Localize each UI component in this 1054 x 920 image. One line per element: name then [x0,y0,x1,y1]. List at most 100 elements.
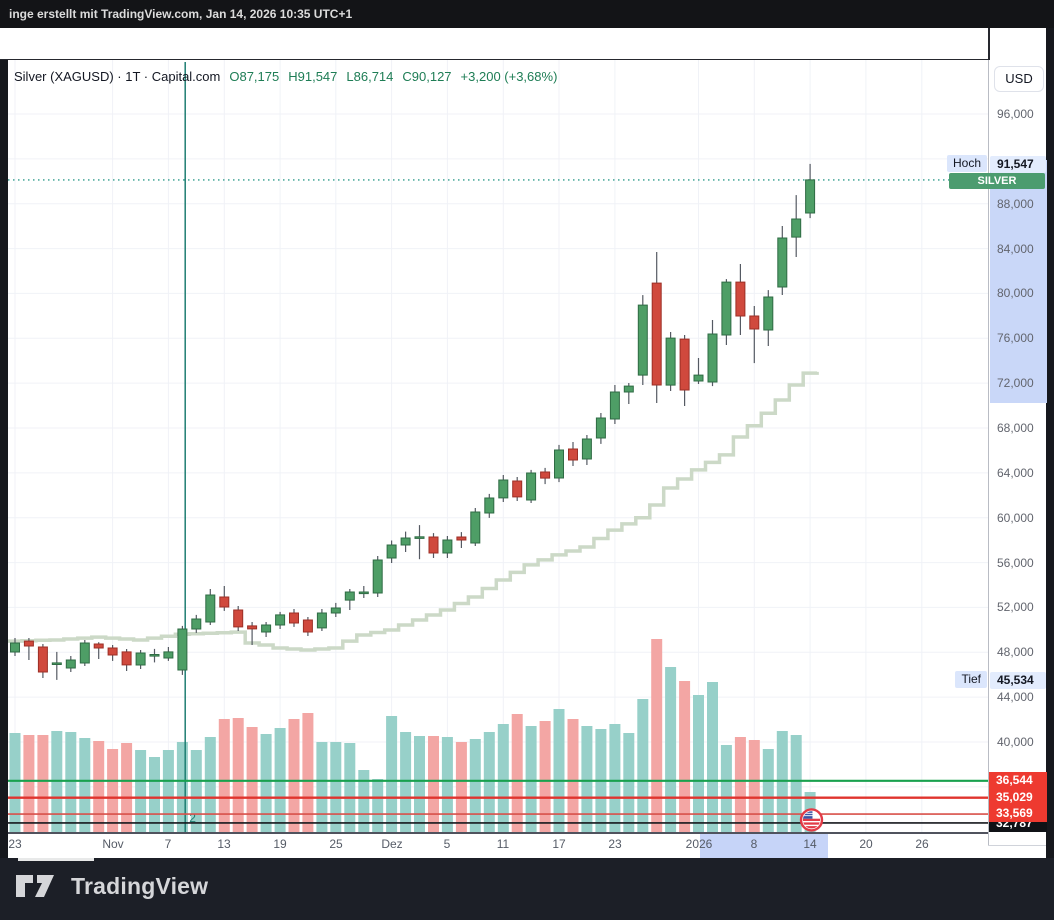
candle [428,536,439,554]
time-tick-label: 20 [859,837,873,851]
candle [414,536,425,539]
price-tick-label: 68,000 [997,421,1034,435]
tradingview-wordmark: TradingView [71,872,209,899]
selected-price-range-band [990,160,1047,403]
change-value: +3,200 (+3,68%) [460,68,558,84]
ma-line [8,371,819,652]
time-tick-label: 8 [750,837,758,851]
candle [358,591,369,595]
event-flag-icon[interactable] [799,808,824,832]
hoch-label: Hoch [946,154,987,172]
tief-price-pill: 45,534 [990,672,1046,689]
time-tick-label: 26 [915,837,929,851]
left-edge-strip [0,60,8,858]
time-tick-label: 2026 [685,837,713,851]
footer-bar: TradingView [0,858,1054,920]
candle [777,237,788,288]
candle [484,497,495,514]
candle [707,333,718,383]
candle [205,594,216,623]
candle [581,438,592,460]
alert-price-label: 35,029 [996,789,1033,804]
right-edge-strip [1046,28,1054,858]
candle [275,614,286,626]
high-value: H91,547 [288,68,338,84]
time-tick-label: 17 [552,837,566,851]
grid [8,60,988,832]
time-tick-label: Nov [102,837,124,851]
price-level-lines[interactable] [8,779,988,824]
candle [177,628,188,671]
candle [65,659,76,669]
candle [735,281,746,317]
candle [247,625,258,630]
alert-price-label: 33,569 [996,806,1033,821]
candle [623,385,634,393]
candle [302,619,313,633]
volume-series [9,639,816,832]
hoch-price-pill: 91,547 [990,156,1046,173]
candle [805,179,816,214]
candle-series[interactable] [10,163,816,680]
candle [135,652,146,666]
vertical-marker-line[interactable]: 2 [184,62,196,832]
candle [163,651,174,659]
candle [23,640,34,647]
candle [470,511,481,544]
candle [372,559,383,594]
time-tick-label: 23 [8,837,22,851]
time-tick-label: 19 [273,837,287,851]
time-axis-border [8,832,988,834]
candle [456,536,467,541]
symbol-price-badge: SILVER [949,173,1045,189]
candle [107,647,118,656]
candle [721,281,732,336]
toolbar-strip [0,28,1046,60]
price-axis-bottom-border [988,845,1046,846]
price-tick-label: 80,000 [997,286,1034,300]
low-value: L86,714 [346,68,394,84]
attribution-text: inge erstellt mit TradingView.com, Jan 1… [9,7,353,21]
candle [540,471,551,479]
candle [149,654,160,657]
price-tick-label: 64,000 [997,466,1034,480]
time-axis[interactable]: 23 Nov 7 13 19 25 Dez 5 11 17 23 2026 8 14 20 26 [8,834,1046,858]
price-tick-label: 76,000 [997,331,1034,345]
footer-sliver [18,858,94,861]
candle [79,642,90,664]
candle [121,651,132,666]
price-tick-label: 96,000 [997,107,1034,121]
candle [442,539,453,554]
candle [316,612,327,629]
alert-price-label: 36,544 [996,773,1033,787]
candle [289,612,299,624]
candle [679,338,690,391]
tradingview-logo-link[interactable]: TradingView [14,872,208,900]
candle [526,472,537,501]
candle [219,596,230,608]
price-tick-label: 88,000 [997,197,1034,211]
time-tick-label: 25 [329,837,343,851]
price-axis[interactable]: 96,000 88,000 84,000 80,000 76,000 72,000 68,0… [949,60,1047,845]
currency-toggle-button[interactable]: USD [994,66,1044,92]
candle [51,662,62,666]
candle [791,218,802,238]
open-value: O87,175 [229,68,280,84]
candle [93,643,104,649]
tief-label: Tief [955,670,987,688]
time-tick-label: Dez [381,837,403,851]
candlestick-chart[interactable]: 2 [8,60,988,832]
vertical-marker-label: 2 [189,811,196,825]
time-tick-label: 23 [608,837,622,851]
candle [595,417,606,439]
candle [10,642,20,653]
candle [637,304,648,376]
time-tick-label: 7 [164,837,172,851]
symbol-legend: Silver (XAGUSD) · 1T · Capital.com O87,1… [14,67,557,85]
candle [233,609,244,628]
price-tick-label: 56,000 [997,556,1034,570]
price-tick-label: 60,000 [997,511,1034,525]
symbol-title[interactable]: Silver (XAGUSD) · 1T · Capital.com [14,68,221,84]
selected-time-range-band [700,834,828,858]
chart-plot-area[interactable]: 2 [8,60,988,832]
